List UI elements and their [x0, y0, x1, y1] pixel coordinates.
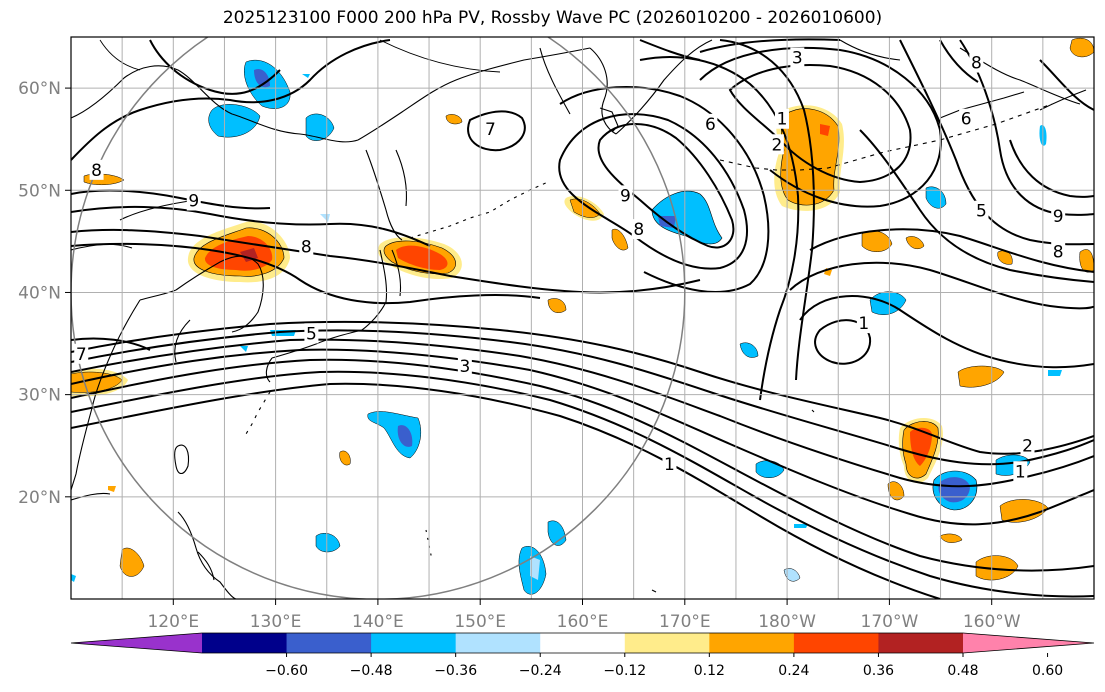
- contour-label: 1: [664, 455, 675, 475]
- colorbar-tick-label: −0.12: [603, 663, 646, 679]
- lat-tick-label: 30°N: [18, 386, 61, 406]
- contour-label-bg: [304, 323, 319, 344]
- colorbar-tick-label: 0.36: [863, 663, 894, 679]
- lat-tick-label: 40°N: [18, 283, 61, 303]
- contour-label-bg: [769, 134, 784, 155]
- pv-contours: [71, 38, 1094, 599]
- contour-label: 5: [306, 324, 317, 344]
- contour-label: 1: [1015, 462, 1026, 482]
- lon-tick-label: 120°E: [147, 612, 199, 632]
- colorbar-tick-label: 0.48: [947, 663, 978, 679]
- contour-label: 8: [91, 161, 102, 181]
- contour-label-bg: [1051, 241, 1066, 262]
- lon-tick-label: 160°W: [963, 612, 1021, 632]
- contour-label: 1: [777, 110, 788, 130]
- contour-label-bg: [774, 108, 789, 129]
- longitude-labels: 120°E 130°E 140°E 150°E 160°E 170°E 180°W 170°W…: [147, 599, 1021, 632]
- lon-tick-label: 150°E: [454, 612, 506, 632]
- gridlines: [71, 37, 1094, 599]
- contour-label-bg: [974, 200, 989, 221]
- contour-label: 6: [705, 115, 716, 135]
- contour-label-bg: [74, 343, 89, 364]
- colorbar-extend-max: [963, 633, 1094, 653]
- contour-label-bg: [969, 52, 984, 73]
- lat-tick-label: 20°N: [18, 488, 61, 508]
- contour-label: 8: [633, 220, 644, 240]
- contour-label-bg: [959, 108, 974, 129]
- contour-label-bg: [703, 113, 718, 134]
- colorbar-segment: [455, 633, 541, 653]
- contour-label: 9: [620, 186, 631, 206]
- lat-tick-label: 60°N: [18, 79, 61, 99]
- colorbar-segment: [793, 633, 879, 653]
- colorbar-segment: [540, 633, 626, 653]
- contour-label-bg: [299, 236, 314, 257]
- lon-tick-label: 170°E: [659, 612, 711, 632]
- contour-label-bg: [457, 356, 472, 377]
- contour-label-bg: [186, 190, 201, 211]
- colorbar-tick-label: −0.24: [519, 663, 562, 679]
- colorbar-segment: [709, 633, 795, 653]
- colorbar-segment: [878, 633, 964, 653]
- contour-label: 9: [1053, 207, 1064, 227]
- map-title: 2025123100 F000 200 hPa PV, Rossby Wave …: [222, 8, 883, 28]
- colorbar-segment: [371, 633, 457, 653]
- range-circle: [71, 37, 686, 599]
- colorbar-segment: [202, 633, 288, 653]
- lon-tick-label: 130°E: [250, 612, 302, 632]
- colorbar-tick-label: −0.36: [434, 663, 477, 679]
- contour-label: 8: [1053, 243, 1064, 263]
- contour-label: 7: [76, 345, 87, 365]
- lon-tick-label: 170°W: [861, 612, 919, 632]
- colorbar-extend-min: [71, 633, 202, 653]
- colorbar-tick-label: 0.12: [694, 663, 725, 679]
- contour-label-bg: [790, 47, 805, 68]
- contour-label: 3: [459, 357, 470, 377]
- contour-label-bg: [856, 313, 871, 334]
- contour-label-bg: [483, 118, 498, 139]
- contour-label-bg: [1013, 461, 1028, 482]
- contour-label-bg: [618, 185, 633, 206]
- contour-label: 8: [971, 54, 982, 74]
- coastlines: [71, 39, 1087, 599]
- colorbar-tick-label: −0.48: [350, 663, 393, 679]
- contour-label-bg: [1020, 435, 1035, 456]
- pv-shading: [71, 37, 1094, 595]
- colorbar-tick-label: 0.60: [1032, 663, 1063, 679]
- contour-label: 8: [301, 237, 312, 257]
- contour-label: 5: [976, 202, 987, 222]
- colorbar-segment: [286, 633, 372, 653]
- lat-tick-label: 50°N: [18, 181, 61, 201]
- contour-label-bg: [662, 454, 677, 475]
- latitude-labels: 20°N 30°N 40°N 50°N 60°N: [18, 79, 71, 508]
- colorbar-tick-label: −0.60: [265, 663, 308, 679]
- contour-label-bg: [1051, 205, 1066, 226]
- colorbar-tick-label: 0.24: [778, 663, 809, 679]
- colorbar-segment: [624, 633, 710, 653]
- lon-tick-label: 160°E: [557, 612, 609, 632]
- contour-label: 2: [1022, 437, 1033, 457]
- contour-label: 6: [961, 110, 972, 130]
- contour-label: 3: [792, 48, 803, 68]
- colorbar-outline: [70, 632, 1095, 654]
- contour-label-bg: [631, 219, 646, 240]
- contour-label-bg: [89, 159, 104, 180]
- lon-tick-label: 140°E: [352, 612, 404, 632]
- contour-label: 1: [858, 314, 869, 334]
- contour-label: 2: [771, 135, 782, 155]
- lon-tick-label: 180°W: [758, 612, 816, 632]
- contour-label: 9: [188, 191, 199, 211]
- contour-label: 7: [485, 120, 496, 140]
- colorbar: −0.60 −0.48 −0.36 −0.24 −0.12 0.12 0.24 0.36 0.4…: [70, 632, 1095, 679]
